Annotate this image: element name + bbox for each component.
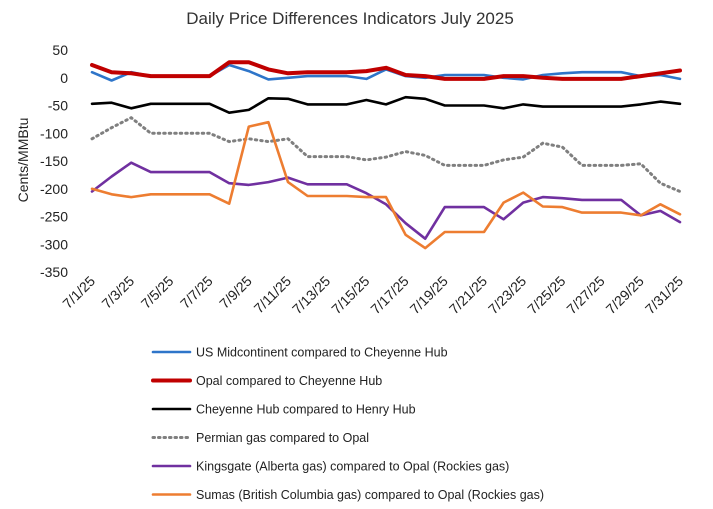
x-tick-label: 7/19/25: [407, 273, 451, 317]
series-line-6: [90, 120, 682, 250]
y-tick-label: -50: [48, 98, 68, 114]
x-tick-label: 7/11/25: [251, 273, 295, 317]
series-layer: [90, 60, 682, 250]
series-line-5: [90, 161, 682, 240]
y-tick-label: -200: [40, 181, 68, 197]
x-tick-label: 7/21/25: [446, 273, 490, 317]
legend-label-3: Cheyenne Hub compared to Henry Hub: [196, 403, 416, 417]
y-axis: 50 0 -50 -100 -150 -200 -250 -300 -350: [40, 42, 68, 280]
x-tick-label: 7/17/25: [367, 273, 411, 317]
series-line-3: [90, 95, 682, 114]
legend-label-6: Sumas (British Columbia gas) compared to…: [196, 488, 544, 502]
legend-label-4: Permian gas compared to Opal: [196, 431, 369, 445]
y-axis-label: Cents/MMBtu: [15, 118, 31, 203]
x-tick-label: 7/5/25: [138, 273, 177, 312]
y-tick-label: -350: [40, 264, 68, 280]
series-line-4: [90, 116, 682, 193]
legend-label-1: US Midcontinent compared to Cheyenne Hub: [196, 346, 448, 360]
legend-label-5: Kingsgate (Alberta gas) compared to Opal…: [196, 460, 509, 474]
y-tick-label: -250: [40, 209, 68, 225]
y-tick-label: 50: [52, 42, 68, 58]
x-tick-label: 7/7/25: [177, 273, 216, 312]
x-tick-label: 7/9/25: [216, 273, 255, 312]
x-tick-label: 7/3/25: [98, 273, 137, 312]
x-tick-label: 7/13/25: [289, 273, 333, 317]
x-tick-label: 7/23/25: [485, 273, 529, 317]
chart-title: Daily Price Differences Indicators July …: [186, 9, 514, 28]
legend: US Midcontinent compared to Cheyenne Hub…: [151, 346, 544, 502]
x-tick-label: 7/27/25: [563, 273, 607, 317]
x-tick-label: 7/15/25: [328, 273, 372, 317]
y-tick-label: -150: [40, 153, 68, 169]
legend-label-2: Opal compared to Cheyenne Hub: [196, 374, 382, 388]
series-line-2: [90, 60, 682, 81]
y-tick-label: -300: [40, 236, 68, 252]
x-tick-label: 7/25/25: [524, 273, 568, 317]
y-tick-label: -100: [40, 125, 68, 141]
x-axis: 7/1/25 7/3/25 7/5/25 7/7/25 7/9/257/11/257/1…: [59, 273, 686, 317]
y-tick-label: 0: [60, 70, 68, 86]
x-tick-label: 7/31/25: [642, 273, 686, 317]
x-tick-label: 7/29/25: [603, 273, 647, 317]
